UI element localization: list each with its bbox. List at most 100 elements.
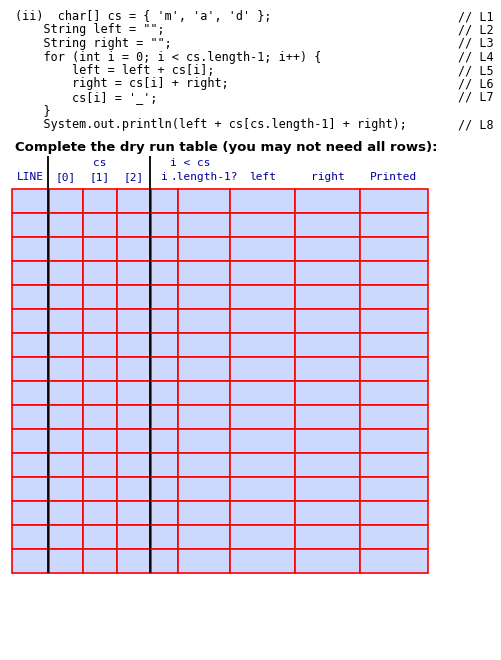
Bar <box>178 405 230 428</box>
Bar <box>178 428 230 453</box>
Bar <box>230 477 295 500</box>
Bar <box>83 453 117 477</box>
Text: String right = "";: String right = ""; <box>15 37 172 50</box>
Bar <box>151 261 178 284</box>
Bar <box>83 213 117 236</box>
Bar <box>360 213 428 236</box>
Text: right: right <box>311 172 344 183</box>
Bar <box>49 284 83 308</box>
Bar <box>230 308 295 333</box>
Bar <box>178 525 230 548</box>
Bar <box>12 381 49 405</box>
Bar <box>295 500 360 525</box>
Bar <box>12 428 49 453</box>
Text: .length-1?: .length-1? <box>170 172 238 183</box>
Bar <box>83 477 117 500</box>
Bar <box>117 189 151 213</box>
Bar <box>12 261 49 284</box>
Bar <box>151 500 178 525</box>
Bar <box>12 453 49 477</box>
Bar <box>295 236 360 261</box>
Bar <box>360 381 428 405</box>
Bar <box>49 428 83 453</box>
Bar <box>117 236 151 261</box>
Text: // L4: // L4 <box>458 51 494 63</box>
Bar <box>360 356 428 381</box>
Bar <box>49 213 83 236</box>
Bar <box>178 308 230 333</box>
Bar <box>360 308 428 333</box>
Bar <box>295 453 360 477</box>
Bar <box>295 189 360 213</box>
Bar <box>230 189 295 213</box>
Bar <box>83 236 117 261</box>
Bar <box>83 500 117 525</box>
Bar <box>117 381 151 405</box>
Bar <box>83 381 117 405</box>
Bar <box>117 405 151 428</box>
Bar <box>230 261 295 284</box>
Bar <box>360 525 428 548</box>
Bar <box>295 213 360 236</box>
Bar <box>178 477 230 500</box>
Bar <box>295 405 360 428</box>
Bar <box>151 548 178 572</box>
Bar <box>49 333 83 356</box>
Bar <box>151 236 178 261</box>
Bar <box>230 381 295 405</box>
Bar <box>360 236 428 261</box>
Bar <box>230 213 295 236</box>
Bar <box>230 333 295 356</box>
Bar <box>230 500 295 525</box>
Bar <box>230 356 295 381</box>
Text: String left = "";: String left = ""; <box>15 24 165 36</box>
Bar <box>117 548 151 572</box>
Bar <box>117 284 151 308</box>
Bar <box>12 356 49 381</box>
Bar <box>151 356 178 381</box>
Bar <box>360 453 428 477</box>
Bar <box>295 261 360 284</box>
Text: for (int i = 0; i < cs.length-1; i++) {: for (int i = 0; i < cs.length-1; i++) { <box>15 51 321 63</box>
Bar <box>83 284 117 308</box>
Bar <box>117 356 151 381</box>
Bar <box>83 189 117 213</box>
Bar <box>295 284 360 308</box>
Text: cs[i] = '_';: cs[i] = '_'; <box>15 91 157 104</box>
Bar <box>178 333 230 356</box>
Text: right = cs[i] + right;: right = cs[i] + right; <box>15 77 229 90</box>
Bar <box>360 333 428 356</box>
Bar <box>117 308 151 333</box>
Bar <box>117 213 151 236</box>
Bar <box>151 333 178 356</box>
Bar <box>178 356 230 381</box>
Bar <box>49 261 83 284</box>
Bar <box>151 284 178 308</box>
Bar <box>49 236 83 261</box>
Bar <box>12 548 49 572</box>
Text: Complete the dry run table (you may not need all rows):: Complete the dry run table (you may not … <box>15 141 437 154</box>
Bar <box>230 453 295 477</box>
Bar <box>83 405 117 428</box>
Bar <box>12 284 49 308</box>
Bar <box>117 477 151 500</box>
Bar <box>49 477 83 500</box>
Bar <box>360 284 428 308</box>
Text: Printed: Printed <box>370 172 418 183</box>
Bar <box>49 405 83 428</box>
Bar <box>12 405 49 428</box>
Bar <box>178 548 230 572</box>
Bar <box>151 405 178 428</box>
Text: [0]: [0] <box>56 172 76 183</box>
Bar <box>178 500 230 525</box>
Text: left = left + cs[i];: left = left + cs[i]; <box>15 64 214 77</box>
Bar <box>151 428 178 453</box>
Text: // L8: // L8 <box>458 118 494 131</box>
Bar <box>360 548 428 572</box>
Text: cs: cs <box>93 158 106 168</box>
Bar <box>178 189 230 213</box>
Bar <box>360 477 428 500</box>
Bar <box>49 381 83 405</box>
Bar <box>360 428 428 453</box>
Bar <box>178 284 230 308</box>
